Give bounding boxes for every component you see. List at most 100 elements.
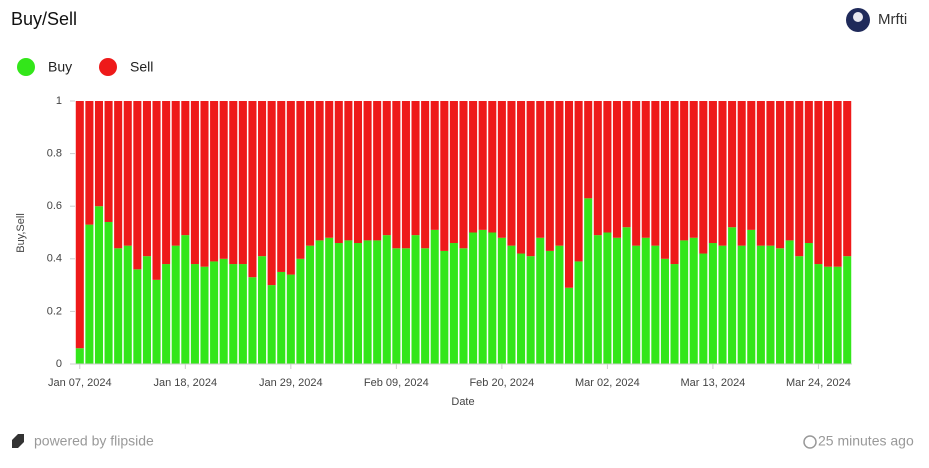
bar-segment xyxy=(833,266,842,364)
bar-segment xyxy=(555,101,564,246)
bar-segment xyxy=(94,101,104,207)
bar-segment xyxy=(728,101,737,228)
bar-segment xyxy=(526,101,535,257)
bar-segment xyxy=(699,101,708,254)
bar-segment xyxy=(795,256,804,364)
bar-segment xyxy=(478,229,487,364)
bar-segment xyxy=(392,101,401,249)
footer-updated: 25 minutes ago xyxy=(818,433,914,449)
bar-segment xyxy=(123,245,132,364)
bar-segment xyxy=(171,245,180,364)
bar-segment xyxy=(219,101,228,259)
bar-segment xyxy=(181,101,190,236)
bar-segment xyxy=(488,101,497,233)
bar-segment xyxy=(660,258,669,364)
bar-segment xyxy=(843,256,852,364)
bar-segment xyxy=(171,101,180,246)
x-tick-label: Mar 02, 2024 xyxy=(575,377,640,389)
bar-segment xyxy=(238,101,247,265)
bar-segment xyxy=(622,227,631,364)
bar-segment xyxy=(296,101,305,259)
bar-segment xyxy=(123,101,132,246)
bar-segment xyxy=(248,101,257,278)
bar-segment xyxy=(804,243,813,364)
bar-segment xyxy=(603,101,612,233)
bar-segment xyxy=(296,258,305,364)
y-axis-label: Buy,Sell xyxy=(15,213,27,253)
user-name[interactable]: Mrfti xyxy=(878,11,907,28)
bar-segment xyxy=(660,101,669,259)
bar-segment xyxy=(190,101,199,265)
bar-segment xyxy=(267,101,276,286)
bar-segment xyxy=(104,221,113,364)
bar-segment xyxy=(344,101,353,241)
bar-segment xyxy=(219,258,228,364)
bar-segment xyxy=(689,237,698,364)
bar-segment xyxy=(325,237,334,364)
bar-segment xyxy=(277,101,286,272)
bar-segment xyxy=(776,248,785,364)
bar-segment xyxy=(334,101,343,244)
bar-segment xyxy=(152,101,161,280)
bar-segment xyxy=(641,101,650,238)
bar-segment xyxy=(75,101,84,349)
bar-segment xyxy=(315,101,324,241)
x-tick-label: Mar 24, 2024 xyxy=(786,377,851,389)
bar-segment xyxy=(277,271,286,364)
bar-segment xyxy=(353,243,363,364)
bar-segment xyxy=(804,101,813,244)
check-icon xyxy=(803,435,817,449)
bar-segment xyxy=(497,237,506,364)
bar-segment xyxy=(85,101,94,225)
bar-segment xyxy=(593,235,602,364)
bar-segment xyxy=(382,235,391,364)
footer-brand[interactable]: powered by flipside xyxy=(34,433,154,449)
bar-segment xyxy=(411,235,420,364)
bar-segment xyxy=(181,235,190,364)
bar-segment xyxy=(632,101,641,246)
bar-segment xyxy=(680,101,689,241)
bar-segment xyxy=(200,266,209,364)
legend-label: Sell xyxy=(130,59,153,75)
bar-segment xyxy=(142,256,151,364)
bar-segment xyxy=(737,101,746,246)
bar-segment xyxy=(564,101,574,288)
bar-segment xyxy=(526,256,535,364)
x-axis-label-g: Date xyxy=(451,396,474,408)
x-tick-label: Jan 07, 2024 xyxy=(48,377,112,389)
bar-segment xyxy=(785,101,794,241)
bar-segment xyxy=(286,274,295,364)
bar-segment xyxy=(536,237,545,364)
bar-segment xyxy=(133,269,142,364)
bar-segment xyxy=(574,101,583,262)
bar-segment xyxy=(747,229,756,364)
bar-segment xyxy=(737,245,746,364)
bar-segment xyxy=(680,240,689,364)
bar-segment xyxy=(440,250,449,364)
bar-segment xyxy=(545,250,554,364)
y-tick-label: 0.6 xyxy=(47,200,62,212)
bar-segment xyxy=(823,101,833,267)
bar-segment xyxy=(728,227,737,364)
flipside-logo xyxy=(12,434,24,448)
bar-segment xyxy=(776,101,785,249)
bar-segment xyxy=(363,240,372,364)
bar-segment xyxy=(536,101,545,238)
bar-segment xyxy=(392,248,401,364)
bar-segment xyxy=(708,101,717,244)
bar-segment xyxy=(229,101,238,265)
bar-segment xyxy=(315,240,324,364)
y-tick-label: 0.8 xyxy=(47,148,62,160)
bar-segment xyxy=(718,101,727,246)
bar-segment xyxy=(421,101,430,249)
bar-segment xyxy=(756,245,765,364)
bar-segment xyxy=(162,101,171,265)
bar-segment xyxy=(670,101,679,265)
bar-segment xyxy=(795,101,804,257)
plot xyxy=(75,101,852,364)
bar-segment xyxy=(421,248,430,364)
bar-segment xyxy=(430,229,439,364)
legend-swatch xyxy=(99,58,117,76)
bar-segment xyxy=(459,248,468,364)
bar-segment xyxy=(785,240,794,364)
